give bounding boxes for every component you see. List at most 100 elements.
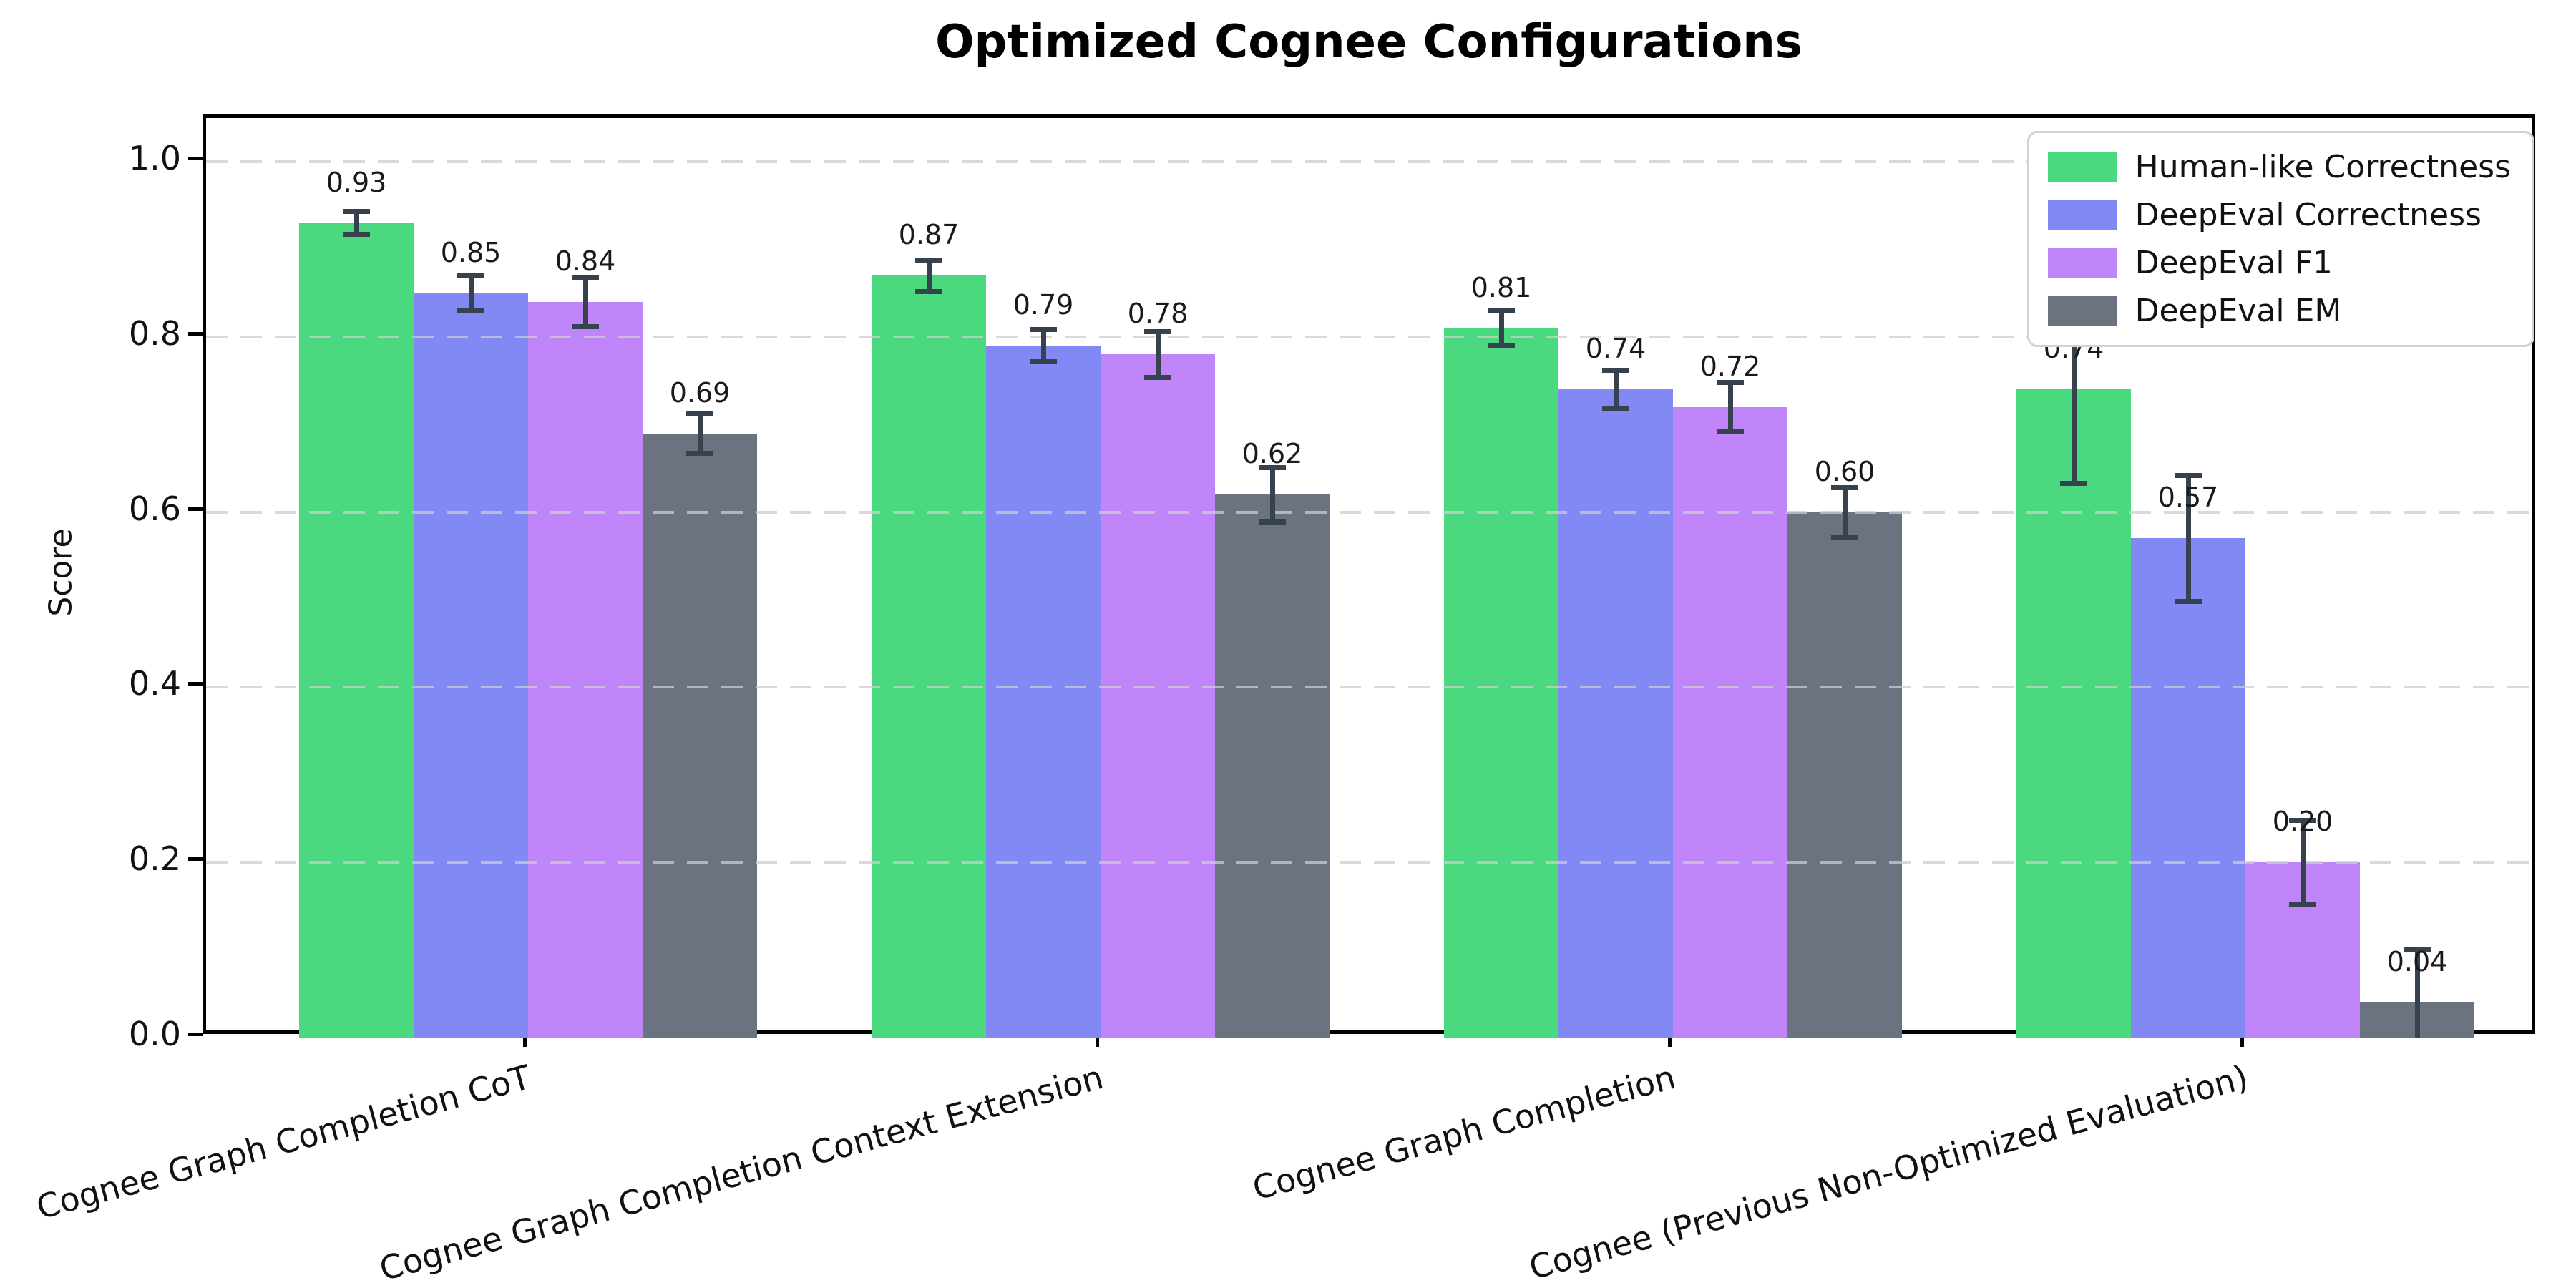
error-bar: [686, 410, 713, 457]
gridline: [206, 335, 2532, 338]
y-tick-label: 0.6: [128, 489, 181, 528]
error-bar-cap-bottom: [1144, 374, 1171, 380]
bar: [528, 302, 643, 1038]
error-bar-line: [2300, 817, 2306, 907]
error-bar-cap-top: [915, 257, 942, 263]
error-bar-line: [1613, 367, 1619, 411]
legend-item: DeepEval Correctness: [2047, 197, 2511, 233]
error-bar: [1030, 327, 1057, 364]
error-bar: [1831, 484, 1858, 540]
error-bar-cap-top: [1259, 464, 1286, 470]
bar-value-label: 0.79: [1013, 289, 1074, 321]
bar: [1101, 354, 1215, 1038]
bar-value-label: 0.78: [1127, 298, 1189, 330]
bar: [1215, 494, 1330, 1038]
legend-item: DeepEval EM: [2047, 293, 2511, 329]
bar: [1673, 406, 1787, 1038]
error-bar-cap-top: [1488, 308, 1515, 313]
y-axis-tick: [188, 157, 203, 161]
bar: [299, 223, 414, 1038]
bar-value-label: 0.72: [1699, 350, 1761, 382]
y-tick-label: 0.2: [128, 839, 181, 879]
error-bar-cap-top: [1144, 328, 1171, 334]
error-bar: [343, 209, 370, 238]
error-bar: [1602, 367, 1629, 411]
error-bar-cap-top: [2289, 817, 2316, 823]
error-bar-line: [468, 273, 474, 313]
error-bar-line: [1155, 328, 1161, 380]
error-bar-line: [1842, 484, 1848, 540]
error-bar-line: [2414, 946, 2420, 1038]
x-axis-tick: [1096, 1034, 1099, 1047]
error-bar-line: [697, 410, 703, 457]
error-bar-cap-top: [1831, 484, 1858, 490]
error-bar: [2289, 817, 2316, 907]
bar-value-label: 0.93: [326, 166, 387, 198]
error-bar-cap-top: [686, 410, 713, 416]
error-bar-cap-bottom: [1602, 406, 1629, 411]
error-bar-cap-top: [572, 275, 599, 280]
error-bar: [2404, 946, 2431, 1038]
gridline: [206, 861, 2532, 864]
y-axis-tick: [188, 1033, 203, 1036]
y-tick-label: 0.8: [128, 313, 181, 353]
bar: [1444, 328, 1558, 1038]
bar-value-label: 0.87: [898, 219, 960, 251]
error-bar-cap-top: [2404, 946, 2431, 952]
legend-swatch: [2047, 296, 2117, 326]
error-bar: [572, 275, 599, 329]
error-bar-cap-top: [2175, 472, 2202, 478]
error-bar: [1259, 464, 1286, 525]
error-bar-line: [2185, 472, 2191, 605]
gridline: [206, 686, 2532, 689]
error-bar-cap-top: [1030, 327, 1057, 333]
bar-value-label: 0.85: [440, 236, 502, 268]
x-axis-tick: [523, 1034, 527, 1047]
error-bar-cap-bottom: [1488, 343, 1515, 348]
bar-value-label: 0.57: [2157, 482, 2219, 514]
legend-label: DeepEval F1: [2135, 245, 2333, 281]
error-bar: [1717, 379, 1744, 434]
bar-value-label: 0.81: [1470, 271, 1532, 303]
y-axis-tick: [188, 682, 203, 686]
bar: [1558, 389, 1673, 1038]
bar-value-label: 0.69: [669, 376, 731, 409]
error-bar-cap-bottom: [1717, 429, 1744, 434]
gridline: [206, 160, 2532, 164]
error-bar-cap-bottom: [686, 451, 713, 457]
x-tick-label: Cognee Graph Completion: [1248, 1058, 1679, 1208]
error-bar-cap-bottom: [1831, 534, 1858, 540]
bar: [1787, 512, 1902, 1038]
legend-label: DeepEval Correctness: [2135, 197, 2482, 233]
y-tick-label: 0.0: [128, 1015, 181, 1053]
x-tick-label: Cognee Graph Completion CoT: [32, 1058, 535, 1227]
error-bar-cap-bottom: [1030, 358, 1057, 364]
x-axis-tick: [1668, 1034, 1672, 1047]
y-tick-label: 0.4: [128, 664, 181, 703]
error-bar: [1144, 328, 1171, 380]
error-bar: [2175, 472, 2202, 605]
chart-title: Optimized Cognee Configurations: [935, 16, 1802, 69]
bar: [872, 275, 986, 1038]
error-bar-cap-bottom: [343, 232, 370, 238]
bar-value-label: 0.60: [1814, 455, 1875, 487]
error-bar-cap-top: [343, 209, 370, 215]
legend-swatch: [2047, 248, 2117, 278]
error-bar-cap-bottom: [2060, 480, 2087, 486]
error-bar-line: [1727, 379, 1733, 434]
error-bar-cap-bottom: [915, 288, 942, 294]
error-bar-line: [926, 257, 932, 294]
error-bar-line: [1269, 464, 1275, 525]
error-bar-line: [353, 209, 359, 238]
error-bar-cap-top: [1602, 367, 1629, 373]
bar-value-label: 0.20: [2272, 806, 2333, 838]
error-bar-cap-top: [1717, 379, 1744, 385]
error-bar-cap-bottom: [1259, 519, 1286, 525]
bar: [643, 433, 757, 1038]
error-bar-line: [2071, 293, 2077, 486]
legend-item: DeepEval F1: [2047, 245, 2511, 281]
error-bar-cap-top: [457, 273, 484, 278]
bar: [986, 346, 1101, 1038]
error-bar-cap-bottom: [2289, 902, 2316, 907]
